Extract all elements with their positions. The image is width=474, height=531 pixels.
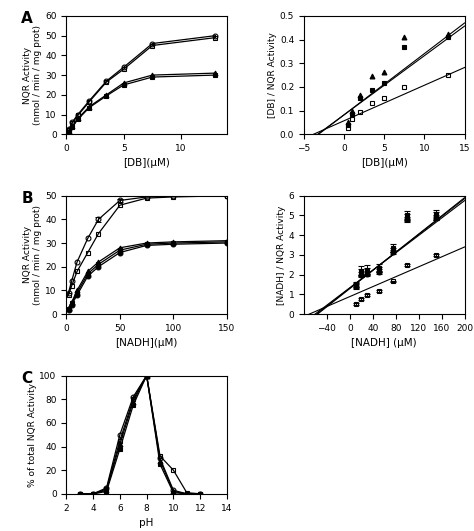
X-axis label: [NADH](μM): [NADH](μM) xyxy=(116,338,178,348)
X-axis label: pH: pH xyxy=(139,518,154,528)
Y-axis label: NQR Activity
(nmol / min / mg prot): NQR Activity (nmol / min / mg prot) xyxy=(23,25,42,125)
Y-axis label: [DB] / NQR Activity: [DB] / NQR Activity xyxy=(268,32,277,118)
X-axis label: [DB](μM): [DB](μM) xyxy=(361,158,408,168)
Text: C: C xyxy=(21,371,33,386)
Text: B: B xyxy=(21,191,33,206)
Y-axis label: [NADH] / NQR Activity: [NADH] / NQR Activity xyxy=(277,205,286,305)
X-axis label: [NADH] (μM): [NADH] (μM) xyxy=(351,338,417,348)
Y-axis label: NQR Activity
(nmol / min / mg prot): NQR Activity (nmol / min / mg prot) xyxy=(23,205,42,305)
X-axis label: [DB](μM): [DB](μM) xyxy=(123,158,170,168)
Text: A: A xyxy=(21,11,33,26)
Y-axis label: % of total NQR Activity: % of total NQR Activity xyxy=(27,383,36,487)
